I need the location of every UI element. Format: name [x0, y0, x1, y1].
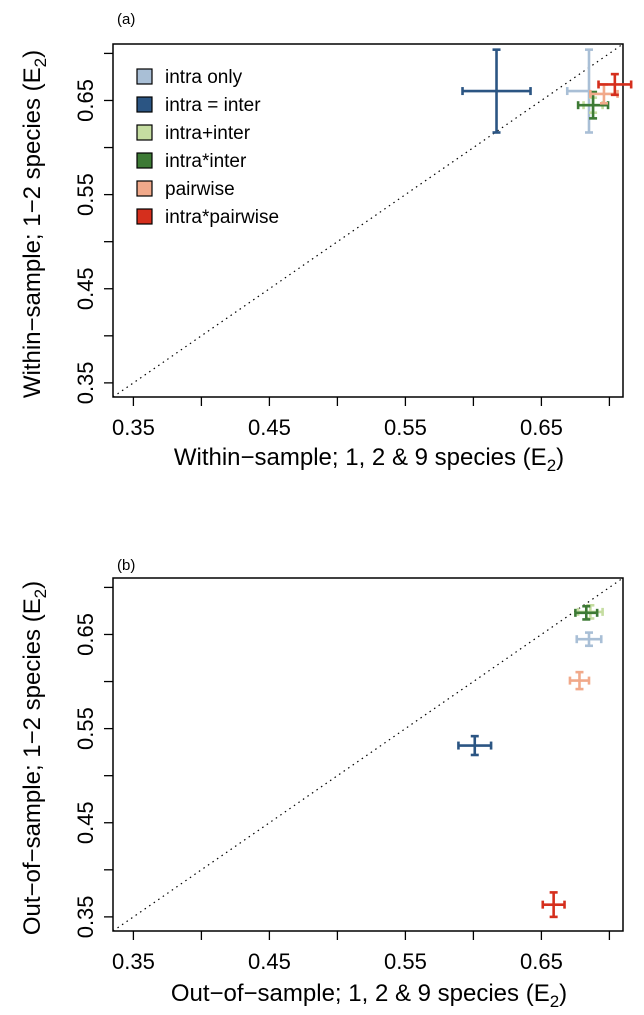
y-tick-label-b: 0.45 — [73, 801, 98, 844]
legend-swatch-intra-only — [136, 68, 153, 85]
error-bar-intra-times-inter-b — [574, 604, 599, 621]
x-axis-title-b: Out−of−sample; 1, 2 & 9 species (E2) — [171, 980, 567, 1011]
plot-frame-b — [112, 577, 624, 932]
y-tick-label-a: 0.55 — [73, 173, 98, 216]
error-bar-pairwise-b — [568, 670, 591, 691]
y-axis-title-b: Out−of−sample; 1−2 species (E2) — [19, 581, 50, 935]
legend-item-intra-times-pairwise: intra*pairwise — [136, 207, 279, 228]
legend-label-intra-plus-inter: intra+inter — [165, 123, 251, 144]
y-tick-label-a: 0.35 — [73, 361, 98, 404]
error-bar-intra-times-pairwise-b — [541, 891, 566, 919]
legend-swatch-intra-plus-inter — [136, 124, 153, 141]
x-tick-label-a: 0.45 — [248, 415, 291, 440]
x-tick-label-a: 0.65 — [520, 415, 563, 440]
panel-b: (b) 0.35 0.45 0.55 0.65 0.35 0.45 0.55 0.65 Ou… — [19, 557, 624, 1011]
x-tick-label-a: 0.55 — [384, 415, 427, 440]
x-tick-label-b: 0.35 — [112, 949, 155, 974]
error-bar-intra-only-b — [575, 631, 603, 648]
legend-swatch-intra-times-pairwise — [136, 208, 153, 225]
legend-swatch-pairwise — [136, 180, 153, 197]
x-axis-a: 0.35 0.45 0.55 0.65 — [112, 397, 611, 440]
y-tick-label-a: 0.45 — [73, 267, 98, 310]
error-bars-b — [457, 603, 604, 919]
legend-label-pairwise: pairwise — [165, 179, 235, 200]
error-bar-intra-times-pairwise-a — [597, 72, 633, 97]
error-bar-intra-only-a — [565, 48, 593, 134]
legend-item-intra-times-inter: intra*inter — [136, 151, 247, 172]
y-tick-label-a: 0.65 — [73, 79, 98, 122]
x-axis-title-a: Within−sample; 1, 2 & 9 species (E2) — [174, 444, 564, 475]
x-tick-label-b: 0.45 — [248, 949, 291, 974]
legend-label-intra-times-inter: intra*inter — [165, 151, 247, 172]
y-axis-title-a: Within−sample; 1−2 species (E2) — [19, 50, 50, 398]
x-tick-label-b: 0.55 — [384, 949, 427, 974]
x-tick-label-a: 0.35 — [112, 415, 155, 440]
legend-label-intra-equals-inter: intra = inter — [165, 95, 261, 116]
legend-item-intra-equals-inter: intra = inter — [136, 95, 261, 116]
legend-item-pairwise: pairwise — [136, 179, 235, 200]
legend-item-intra-only: intra only — [136, 67, 243, 88]
error-bars-a — [461, 48, 633, 134]
x-axis-b: 0.35 0.45 0.55 0.65 — [112, 931, 611, 974]
y-axis-b: 0.35 0.45 0.55 0.65 — [73, 586, 113, 938]
legend-swatch-intra-times-inter — [136, 152, 153, 169]
legend: intra only intra = inter intra+inter int… — [136, 67, 279, 228]
y-tick-label-b: 0.55 — [73, 707, 98, 750]
error-bar-intra-equals-inter-a — [461, 48, 532, 134]
x-tick-label-b: 0.65 — [520, 949, 563, 974]
legend-item-intra-plus-inter: intra+inter — [136, 123, 251, 144]
panel-a: (a) 0.35 0.45 0.55 0.65 0.35 0.45 0.55 0.65 in… — [19, 11, 633, 475]
identity-line-b — [112, 577, 624, 932]
y-tick-label-b: 0.65 — [73, 613, 98, 656]
legend-swatch-intra-equals-inter — [136, 96, 153, 113]
error-bar-intra-equals-inter-b — [457, 734, 493, 757]
legend-label-intra-only: intra only — [165, 67, 243, 88]
panel-label-a: (a) — [117, 11, 135, 28]
plot-frame-a — [112, 43, 624, 398]
y-axis-a: 0.35 0.45 0.55 0.65 — [73, 52, 113, 404]
panel-label-b: (b) — [117, 557, 135, 574]
legend-label-intra-times-pairwise: intra*pairwise — [165, 207, 279, 228]
y-tick-label-b: 0.35 — [73, 895, 98, 938]
